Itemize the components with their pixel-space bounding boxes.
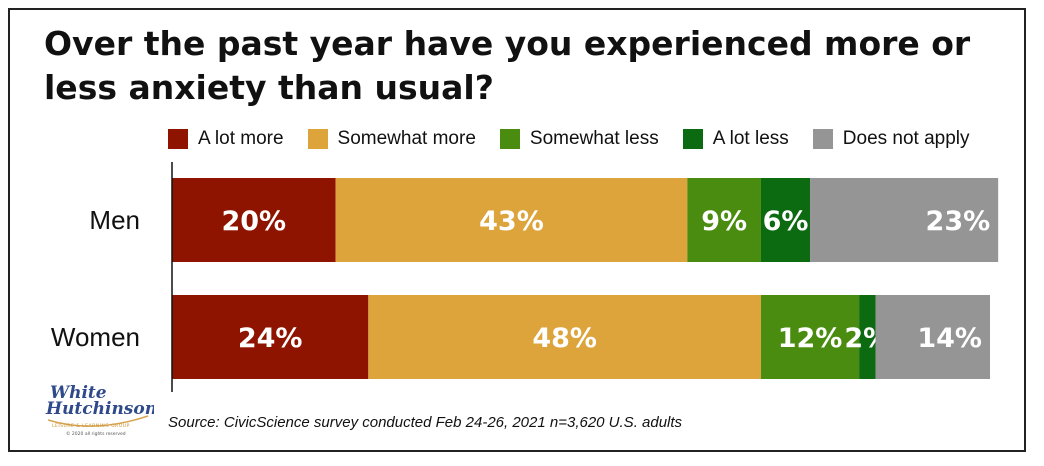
legend-label: Does not apply bbox=[842, 128, 970, 149]
bar-men-somewhat-more bbox=[335, 178, 688, 262]
source-note: Source: CivicScience survey conducted Fe… bbox=[168, 414, 683, 431]
data-label-men-does-not-apply: 23% bbox=[926, 206, 991, 237]
data-label-men-a-lot-more: 20% bbox=[221, 206, 286, 237]
data-label-women-a-lot-more: 24% bbox=[238, 323, 303, 354]
logo-line1: White bbox=[50, 383, 107, 403]
data-label-men-a-lot-less: 6% bbox=[763, 206, 809, 237]
chart-frame bbox=[8, 8, 1026, 452]
legend-item-a-lot-more: A lot more bbox=[168, 128, 284, 150]
legend-item-somewhat-more: Somewhat more bbox=[307, 128, 476, 150]
legend-swatch-a-lot-more bbox=[168, 129, 188, 149]
data-label-women-does-not-apply: 14% bbox=[917, 323, 982, 354]
data-label-women-somewhat-more: 48% bbox=[532, 323, 597, 354]
legend-label: A lot more bbox=[198, 128, 284, 149]
bar-women-a-lot-more bbox=[172, 295, 369, 379]
data-label-women-somewhat-less: 12% bbox=[778, 323, 843, 354]
bar-men-a-lot-more bbox=[172, 178, 336, 262]
bar-men-does-not-apply bbox=[810, 178, 999, 262]
legend-label: A lot less bbox=[712, 128, 789, 149]
logo-line2: Hutchinson bbox=[45, 399, 154, 419]
legend-label: Somewhat more bbox=[337, 128, 476, 149]
data-label-men-somewhat-more: 43% bbox=[479, 206, 544, 237]
legend-swatch-a-lot-less bbox=[682, 129, 703, 149]
bar-women-somewhat-more bbox=[368, 295, 761, 379]
white-hutchinson-logo: White Hutchinson LEISURE & LEARNING GROU… bbox=[45, 383, 154, 437]
category-label-women: Women bbox=[51, 322, 140, 352]
data-label-men-somewhat-less: 9% bbox=[701, 206, 747, 237]
legend-swatch-somewhat-less bbox=[499, 129, 520, 149]
bar-men-somewhat-less bbox=[687, 178, 761, 262]
legend-label: Somewhat less bbox=[529, 128, 659, 149]
logo-copyright: © 2020 all rights reserved bbox=[66, 430, 126, 437]
legend-swatch-does-not-apply bbox=[812, 129, 833, 149]
category-label-men: Men bbox=[89, 205, 140, 235]
bar-women-somewhat-less bbox=[760, 295, 860, 379]
legend-item-a-lot-less: A lot less bbox=[682, 128, 789, 150]
legend-item-somewhat-less: Somewhat less bbox=[499, 128, 659, 150]
bar-women-a-lot-less bbox=[859, 295, 876, 379]
logo-arc-text: LEISURE & LEARNING GROUP bbox=[52, 423, 130, 429]
bar-women-does-not-apply bbox=[875, 295, 990, 379]
legend-swatch-somewhat-more bbox=[307, 129, 328, 149]
bar-men-a-lot-less bbox=[760, 178, 811, 262]
chart-title: Over the past year have you experienced … bbox=[44, 24, 971, 107]
legend: A lot more Somewhat more Somewhat less A… bbox=[168, 128, 970, 150]
legend-item-does-not-apply: Does not apply bbox=[812, 128, 970, 150]
